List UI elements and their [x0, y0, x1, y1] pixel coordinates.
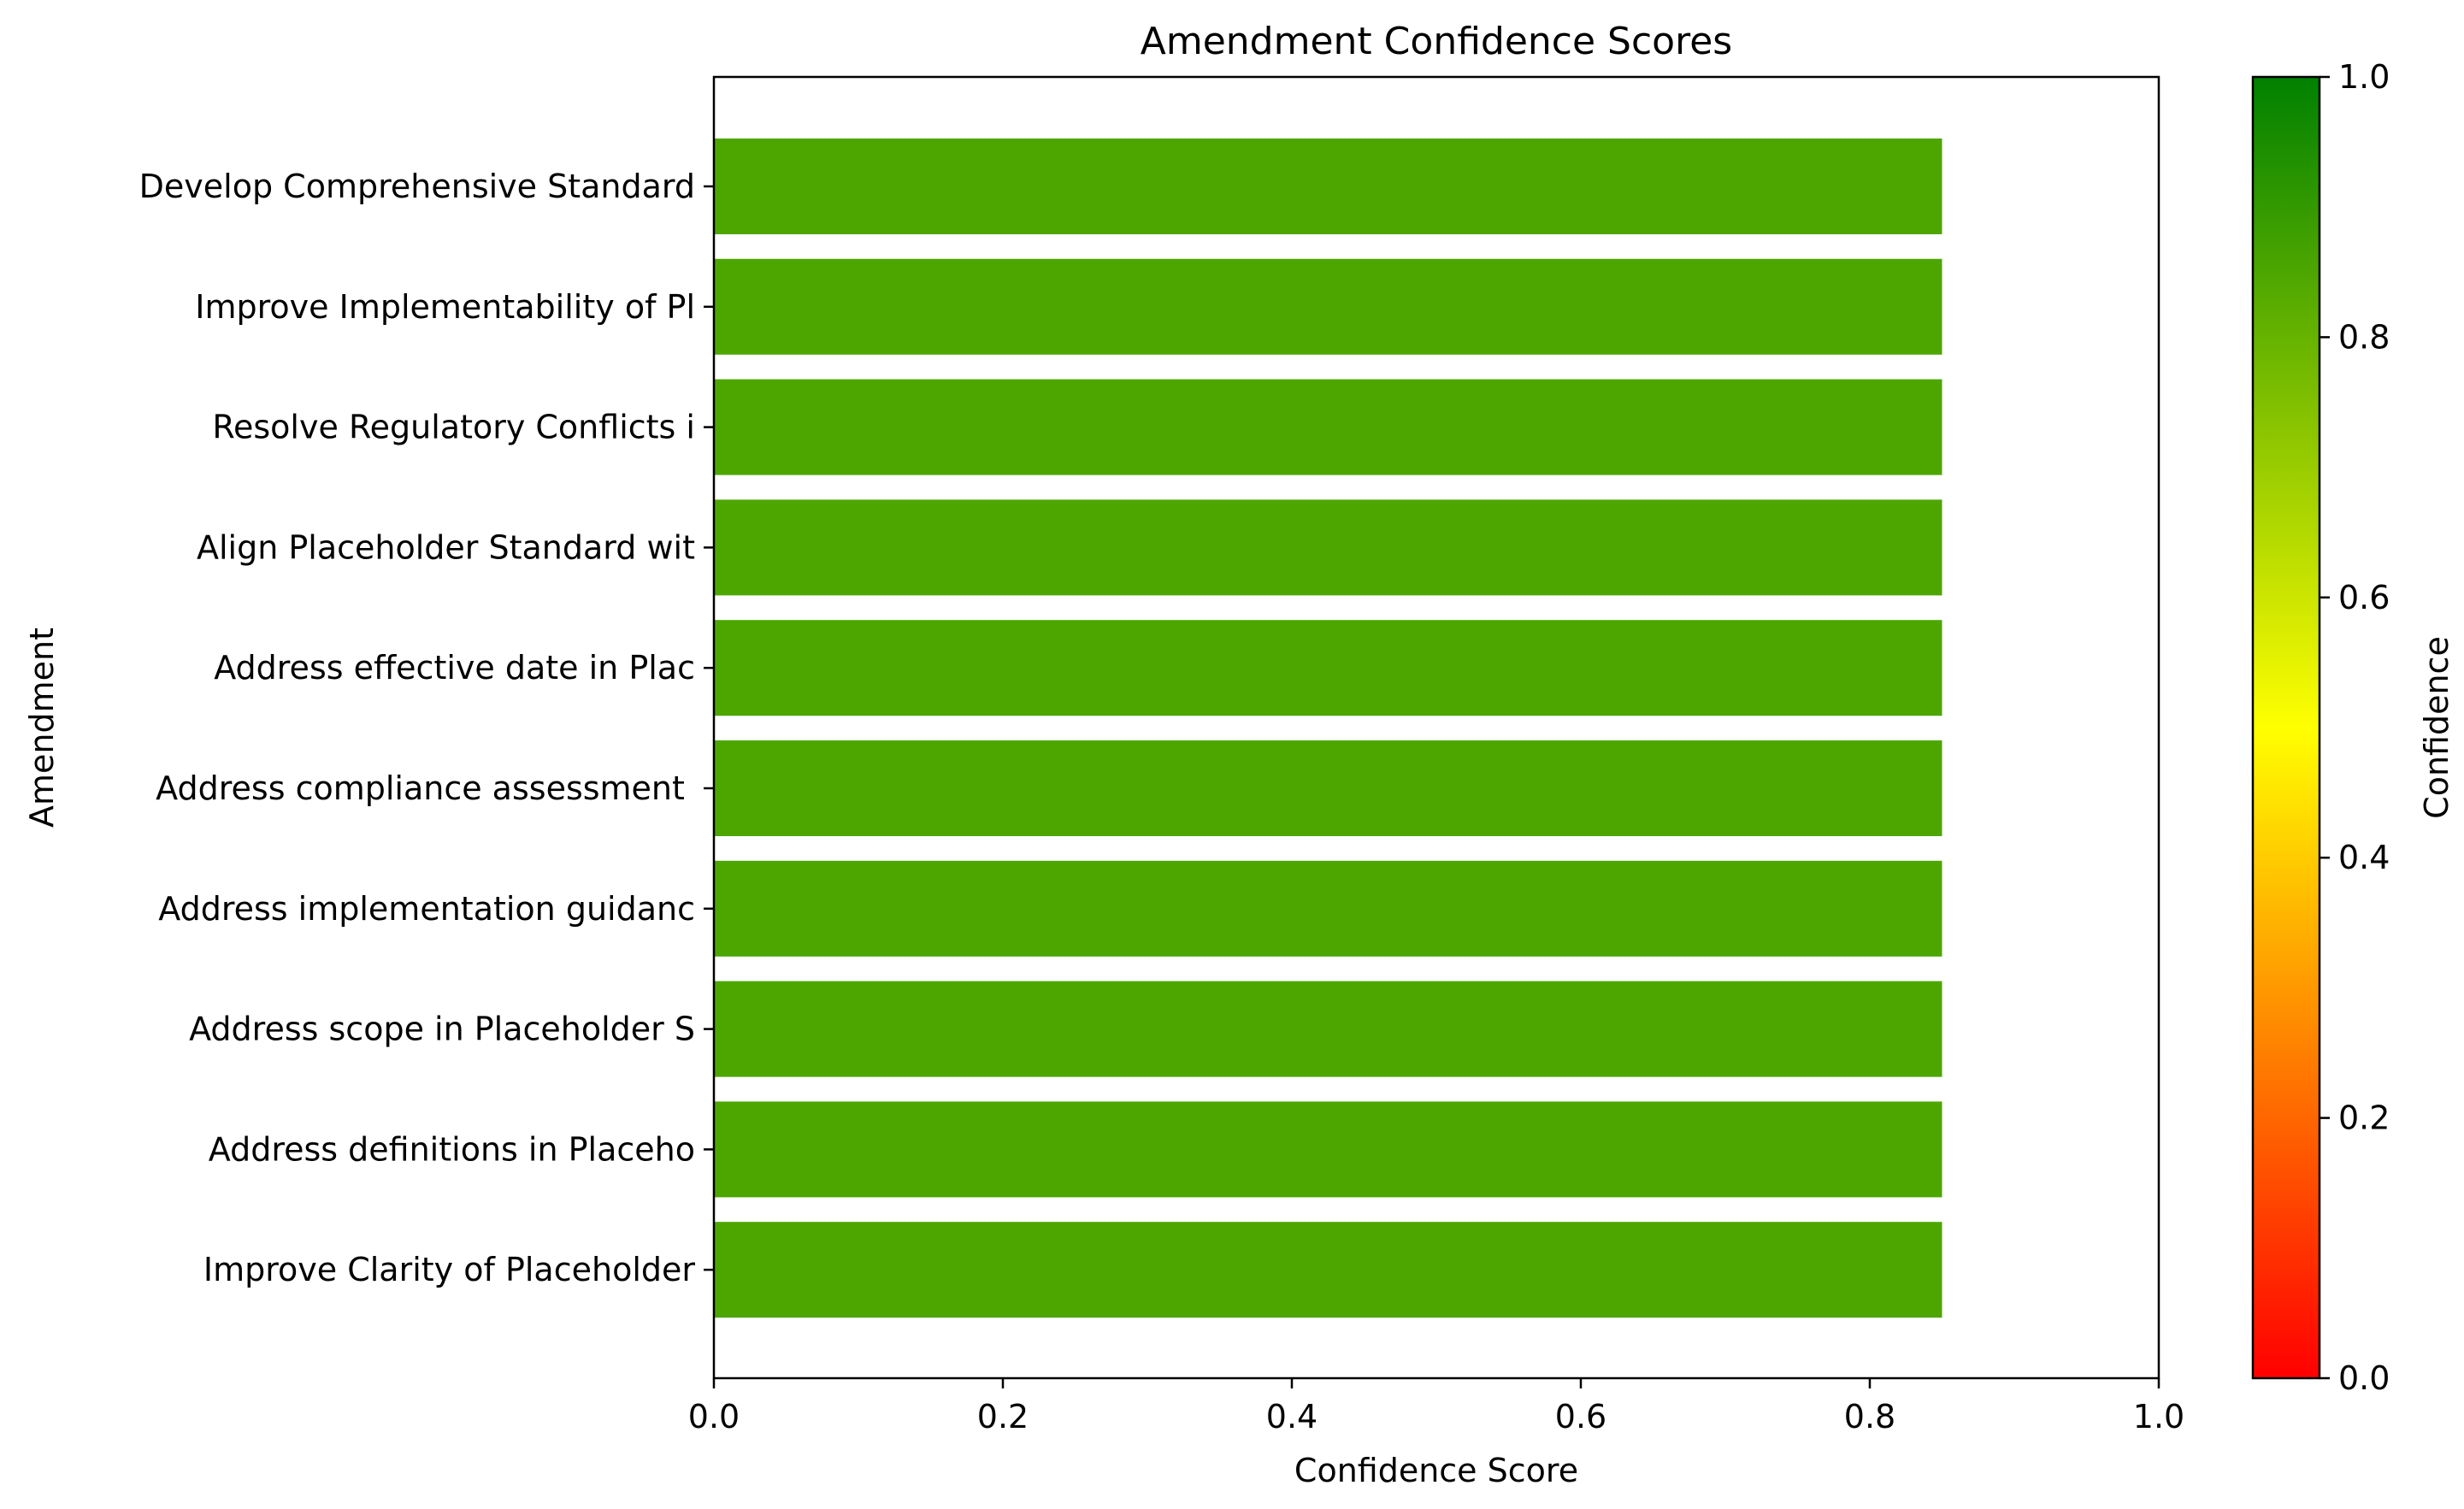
bars-group [714, 139, 1942, 1318]
bar [714, 1101, 1942, 1198]
y-tick-label: Address definitions in Placeho [209, 1130, 695, 1168]
bar [714, 499, 1942, 596]
colorbar-tick-label: 0.0 [2338, 1359, 2390, 1397]
bar [714, 139, 1942, 234]
y-tick-label: Improve Implementability of Pl [195, 288, 695, 326]
y-tick-label: Address compliance assessment [156, 769, 695, 807]
y-tick-label: Address scope in Placeholder S [189, 1011, 695, 1048]
x-ticks-group: 0.0 0.2 0.4 0.6 0.8 1.0 [688, 1378, 2184, 1435]
x-axis-label: Confidence Score [1294, 1452, 1578, 1489]
y-tick-label: Address implementation guidanc [158, 890, 695, 928]
colorbar-tick-label: 0.4 [2338, 839, 2390, 876]
colorbar-label: Confidence [2418, 636, 2455, 819]
colorbar-ticks-group: 0.0 0.2 0.4 0.6 0.8 1.0 [2320, 58, 2390, 1397]
x-tick-label: 0.6 [1555, 1398, 1606, 1435]
colorbar-tick-label: 1.0 [2338, 58, 2390, 96]
x-tick-label: 0.8 [1844, 1398, 1895, 1435]
y-axis-label: Amendment [23, 628, 61, 828]
chart-title: Amendment Confidence Scores [1141, 20, 1732, 63]
bar [714, 740, 1942, 836]
bar [714, 981, 1942, 1077]
plot-frame [712, 75, 2160, 1380]
colorbar-tick-label: 0.8 [2338, 318, 2390, 356]
colorbar-tick-label: 0.6 [2338, 579, 2390, 616]
y-ticks-group: Develop Comprehensive Standard Improve Im… [139, 168, 714, 1288]
x-tick-label: 0.4 [1266, 1398, 1317, 1435]
y-tick-label: Address effective date in Plac [214, 649, 695, 687]
colorbar-tick-label: 0.2 [2338, 1099, 2390, 1137]
bar [714, 258, 1942, 355]
bar [714, 860, 1942, 957]
y-tick-label: Resolve Regulatory Conflicts i [212, 409, 695, 446]
x-tick-label: 0.0 [688, 1398, 740, 1435]
y-tick-label: Improve Clarity of Placeholder [203, 1251, 695, 1288]
y-tick-label: Align Placeholder Standard wit [197, 528, 695, 566]
colorbar-gradient [2251, 75, 2321, 1380]
y-tick-label: Develop Comprehensive Standard [139, 168, 695, 205]
x-tick-label: 0.2 [977, 1398, 1029, 1435]
x-tick-label: 1.0 [2133, 1398, 2184, 1435]
bar [714, 1222, 1942, 1318]
bar [714, 620, 1942, 716]
bar [714, 379, 1942, 475]
